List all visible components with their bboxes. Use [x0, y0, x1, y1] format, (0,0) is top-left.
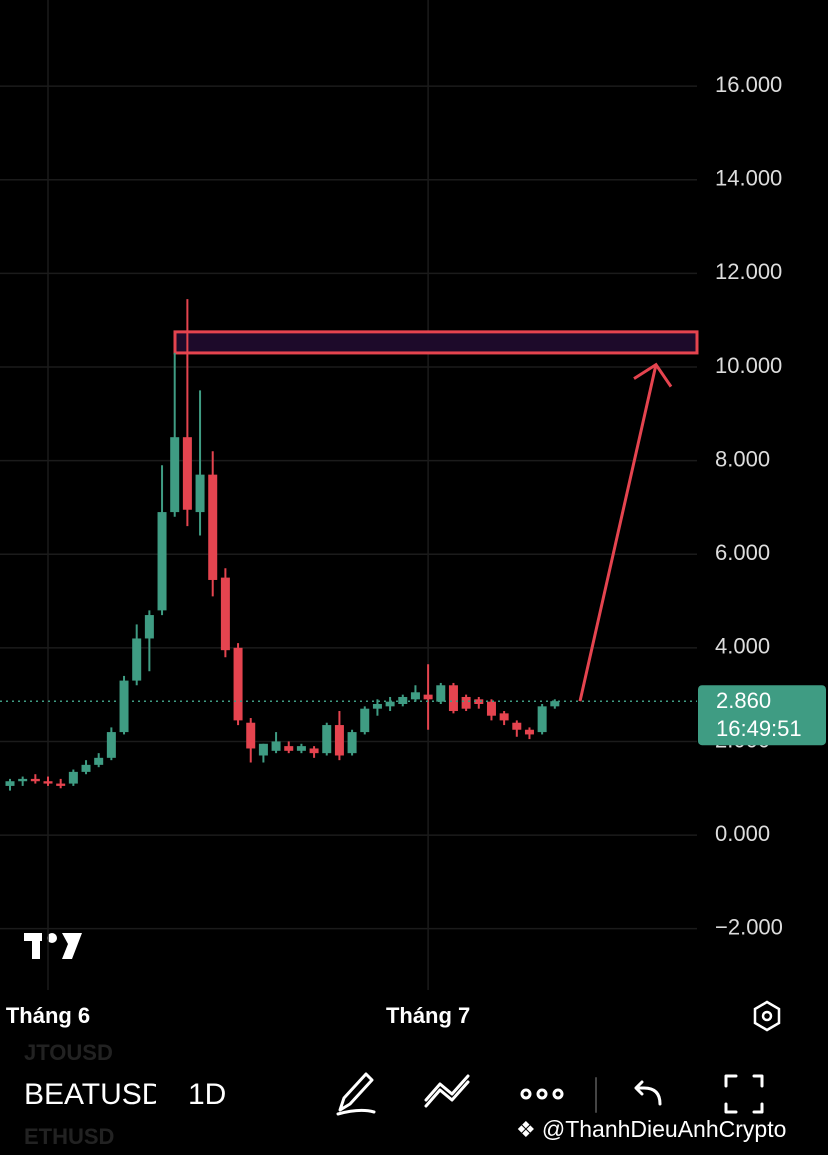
candle-body [385, 701, 395, 707]
resistance-zone [173, 330, 699, 355]
y-tick-label: 14.000 [715, 166, 782, 191]
candle-body [119, 680, 129, 733]
symbol-next: ETHUSD [24, 1124, 115, 1149]
candle-body [258, 743, 268, 756]
candle-body [94, 757, 104, 765]
settings-icon[interactable] [753, 1000, 781, 1032]
chart: −2.0000.0002.0004.0006.0008.00010.00012.… [0, 0, 826, 1032]
y-tick-label: −2.000 [715, 914, 783, 939]
candle-body [157, 512, 167, 611]
candle-body [486, 701, 496, 716]
symbol-prev: JTOUSD [24, 1040, 113, 1065]
y-tick-label: 8.000 [715, 446, 770, 471]
candle-body [334, 725, 344, 756]
pattern-icon[interactable] [424, 1074, 470, 1108]
symbol[interactable]: BEATUSDT [24, 1078, 156, 1111]
candle-body [410, 692, 420, 700]
candle-body [68, 771, 78, 784]
candle-body [499, 713, 509, 721]
candle-body [322, 725, 332, 754]
tv-logo [24, 933, 82, 959]
toolbar-icons [336, 1072, 764, 1116]
y-tick-label: 10.000 [715, 353, 782, 378]
projection-arrow [578, 364, 658, 702]
x-tick-label: Tháng 7 [386, 1003, 470, 1028]
x-tick-label: Tháng 6 [6, 1003, 90, 1028]
watermark-text: @ThanhDieuAnhCrypto [541, 1116, 787, 1142]
y-tick-label: 12.000 [715, 259, 782, 284]
candle-body [550, 701, 560, 707]
toolbar: JTOUSD BEATUSDT ETHUSD 1D ❖ @ThanhDieuAn… [0, 1040, 828, 1155]
candle-body [360, 708, 370, 733]
candle-body [233, 647, 243, 721]
candle-body [461, 696, 471, 709]
y-tick-label: 18.000 [715, 0, 782, 3]
undo-icon[interactable] [634, 1080, 662, 1106]
candle-body [512, 722, 522, 730]
candle-body [144, 615, 154, 639]
candle-body [43, 781, 53, 784]
candle-body [182, 437, 192, 510]
candle-body [208, 474, 218, 580]
y-tick-label: 16.000 [715, 72, 782, 97]
candle-body [436, 685, 446, 702]
candle-body [30, 778, 40, 782]
candle-body [474, 699, 484, 704]
countdown-label: 16:49:51 [716, 716, 802, 741]
binance-logo: ❖ [516, 1117, 542, 1142]
candle-body [271, 741, 281, 751]
candle-body [220, 577, 230, 651]
candle-body [56, 783, 66, 786]
candle-body [5, 781, 15, 786]
y-tick-label: 0.000 [715, 821, 770, 846]
y-tick-label: 6.000 [715, 540, 770, 565]
candle-body [195, 474, 205, 513]
fullscreen-icon[interactable] [724, 1074, 764, 1114]
y-tick-label: 4.000 [715, 634, 770, 659]
candle-body [524, 729, 534, 735]
candle-body [448, 685, 458, 712]
candle-body [347, 732, 357, 754]
candle-body [372, 704, 382, 709]
watermark: ❖ @ThanhDieuAnhCrypto [516, 1116, 786, 1143]
more-icon[interactable] [520, 1088, 532, 1100]
last-price-label: 2.860 [716, 688, 771, 713]
candle-body [18, 778, 28, 782]
candle-body [423, 694, 433, 700]
arrow-head [633, 362, 673, 388]
candle-body [132, 638, 142, 681]
candle-body [296, 746, 306, 751]
candle-body [106, 732, 116, 758]
draw-icon[interactable] [336, 1072, 376, 1116]
candle-body [284, 746, 294, 751]
interval[interactable]: 1D [188, 1078, 227, 1111]
last-price-tag [698, 685, 826, 746]
candle-body [309, 748, 319, 754]
candle-body [537, 706, 547, 733]
candle-body [246, 722, 256, 749]
candle-body [81, 764, 91, 772]
candle-body [170, 437, 180, 513]
